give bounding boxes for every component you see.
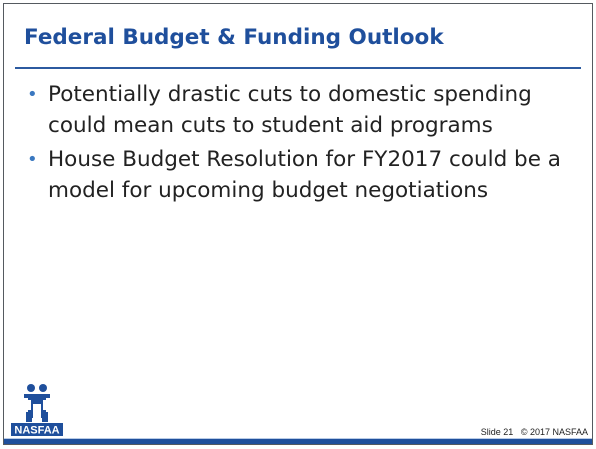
- slide: Federal Budget & Funding Outlook • Poten…: [3, 3, 593, 445]
- bullet-item: • Potentially drastic cuts to domestic s…: [26, 79, 578, 141]
- footer-bar: [4, 439, 592, 444]
- bullet-list: • Potentially drastic cuts to domestic s…: [26, 79, 578, 209]
- bullet-text: House Budget Resolution for FY2017 could…: [48, 147, 561, 203]
- bullet-text: Potentially drastic cuts to domestic spe…: [48, 82, 532, 138]
- slide-footer: Slide 21 © 2017 NASFAA: [481, 427, 588, 437]
- logo-text: NASFAA: [14, 425, 59, 437]
- bullet-dot-icon: •: [27, 84, 38, 105]
- slide-number: Slide 21: [480, 427, 514, 437]
- footer-accent-line: [4, 438, 592, 439]
- title-divider: [15, 67, 581, 69]
- slide-title: Federal Budget & Funding Outlook: [24, 25, 444, 50]
- bullet-item: • House Budget Resolution for FY2017 cou…: [26, 144, 578, 206]
- copyright-text: © 2017 NASFAA: [520, 427, 588, 437]
- nasfaa-logo-icon: NASFAA: [11, 384, 63, 437]
- bullet-dot-icon: •: [27, 149, 38, 170]
